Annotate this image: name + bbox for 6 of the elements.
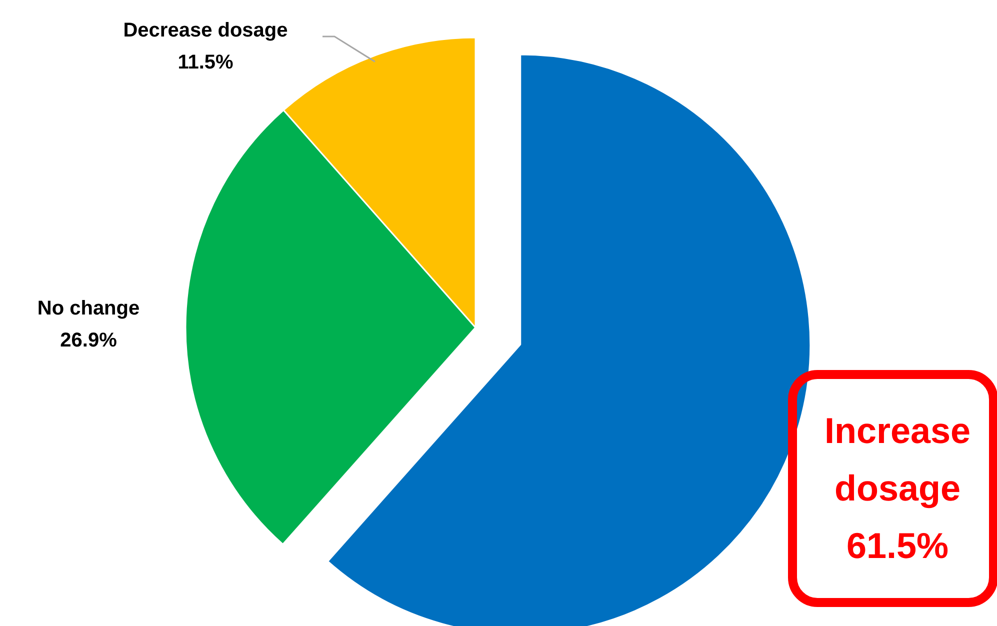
data-label: 26.9%: [60, 330, 118, 352]
slice-label: Increase dosage: [824, 410, 971, 509]
data-label: 61.5%: [846, 525, 949, 566]
slice-label: No change: [37, 298, 140, 320]
slice-label: Decrease dosage: [123, 20, 288, 42]
data-label: 11.5%: [178, 52, 234, 74]
